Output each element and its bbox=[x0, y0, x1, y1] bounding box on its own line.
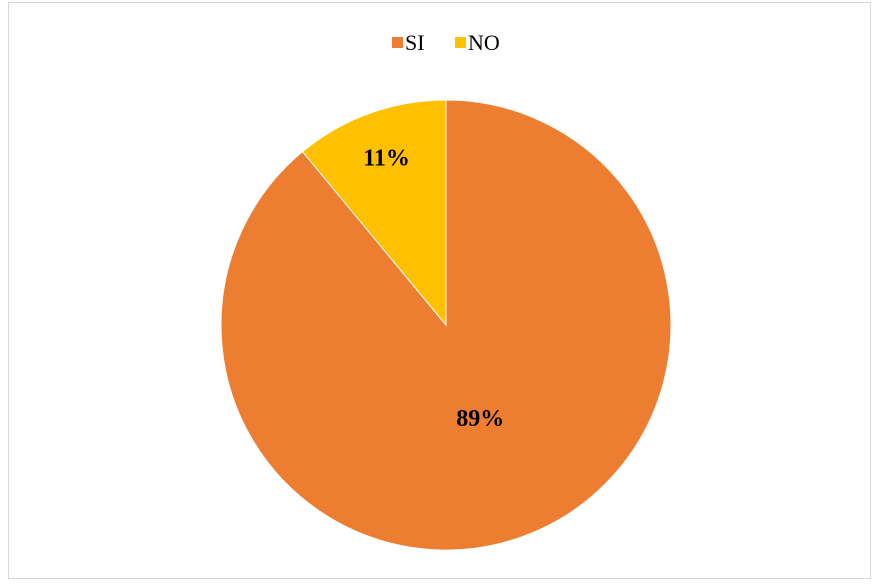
legend-label-no: NO bbox=[468, 30, 500, 55]
data-label-no: 11% bbox=[363, 145, 410, 171]
legend-swatch-no bbox=[455, 37, 466, 48]
legend-label-si: SI bbox=[405, 30, 425, 55]
data-labels: 89% 11% bbox=[363, 145, 504, 431]
legend-swatch-si bbox=[392, 37, 403, 48]
pie-slices bbox=[220, 99, 672, 551]
legend: SI NO bbox=[392, 30, 500, 55]
data-label-si: 89% bbox=[456, 406, 504, 432]
pie-slice-no bbox=[301, 99, 447, 327]
